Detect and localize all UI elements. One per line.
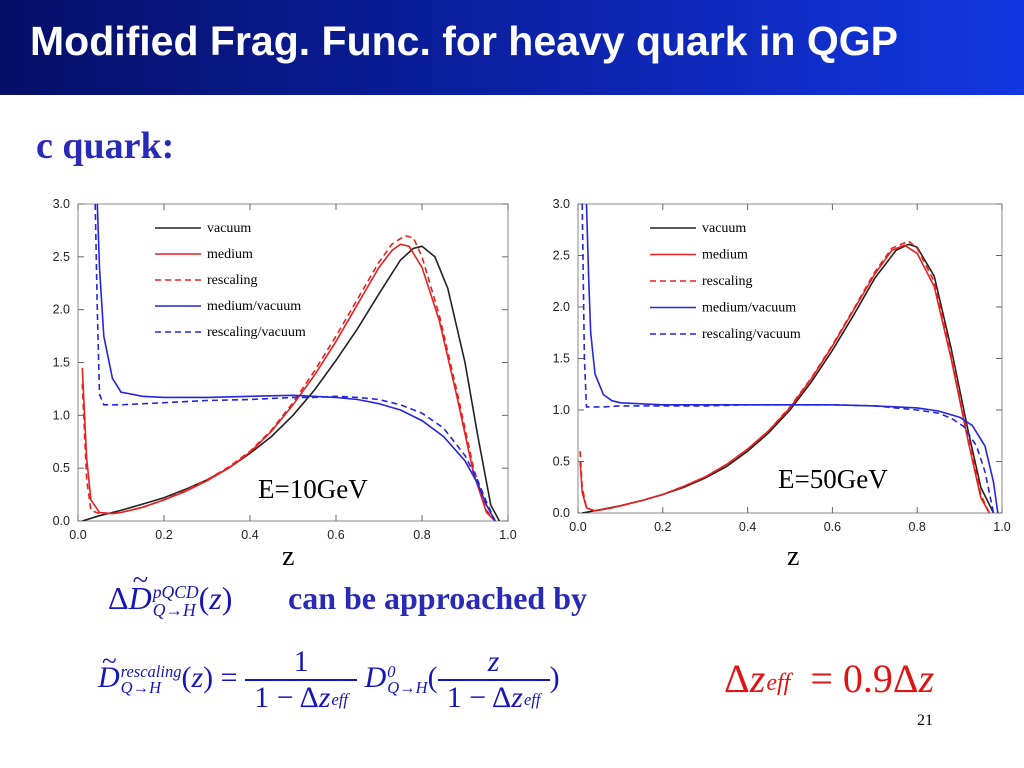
series-rescaling-vacuum [581,204,995,513]
energy-annotation: E=50GeV [778,464,888,494]
equation-delta-z-eff: Δz eff = 0.9Δz [724,656,935,701]
x-tick-label: 0.0 [69,528,86,542]
x-tick-label: 0.8 [909,520,926,534]
eq-eff-sub-1: eff [331,689,348,709]
y-tick-label: 2.0 [53,303,70,317]
x-tick-label: 0.0 [569,520,586,534]
x-tick-label: 1.0 [993,520,1010,534]
legend-label: rescaling [702,274,753,289]
x-tick-label: 0.4 [241,528,258,542]
eq-d0-sup: 0 [387,661,396,681]
y-tick-label: 2.5 [553,249,570,263]
approached-text: can be approached by [288,580,588,616]
series-rescaling-vacuum [94,204,496,521]
legend-label: medium [702,248,748,263]
chart-e50: 0.0 0.2 0.4 0.6 0.8 1.0 0.0 0.5 1.0 1.5 2.0 2.5 3.0 v… [553,197,1011,534]
legend-label: vacuum [207,221,251,236]
y-tick-label: 0.0 [553,506,570,520]
x-tick-label: 0.2 [155,528,172,542]
eq-eff-sub-3: eff [766,669,791,696]
eq-rescaling-sub: Q→H [120,678,162,697]
title-bar: Modified Frag. Func. for heavy quark in … [0,0,1024,95]
y-tick-label: 0.5 [553,455,570,469]
legend-label: medium/vacuum [702,301,796,316]
y-tick-label: 1.5 [53,356,70,370]
x-tick-label: 1.0 [499,528,516,542]
series-rescaling [579,240,991,513]
x-axis-label-left: z [282,541,295,572]
legend-label: rescaling/vacuum [702,327,801,342]
y-tick-label: 3.0 [553,197,570,211]
legend-label: rescaling/vacuum [207,325,306,340]
y-tick-label: 0.5 [53,461,70,475]
page-number: 21 [917,712,933,729]
series-medium-vacuum [96,204,496,521]
y-tick-label: 2.5 [53,250,70,264]
series-rescaling [81,234,496,521]
slide-title: Modified Frag. Func. for heavy quark in … [30,18,898,64]
y-tick-label: 1.0 [553,403,570,417]
legend-label: medium [207,247,253,262]
y-tick-label: 1.0 [53,408,70,422]
y-tick-label: 1.5 [553,352,570,366]
y-tick-label: 2.0 [553,300,570,314]
chart-e10: 0.0 0.2 0.4 0.6 0.8 1.0 0.0 0.5 1.0 1.5 2.0 2.5 3.0 v… [53,197,517,542]
energy-annotation: E=10GeV [258,474,368,504]
relation-value: 0.9 [842,656,893,701]
eq-eff-sub-2: eff [523,689,541,709]
x-tick-label: 0.6 [824,520,841,534]
legend-label: rescaling [207,273,258,288]
x-axis-label-right: z [787,541,800,572]
x-tick-label: 0.4 [739,520,756,534]
x-tick-label: 0.6 [327,528,344,542]
x-tick-label: 0.2 [654,520,671,534]
y-tick-label: 0.0 [53,514,70,528]
y-tick-label: 3.0 [53,197,70,211]
equation-delta-d: ΔDpQCDQ→H(z) [108,564,232,620]
eq-sup: pQCD [152,582,199,603]
subheading: c quark: [36,125,175,167]
eq-d0-sub: Q→H [387,678,428,697]
eq-rescaling-sup: rescaling [120,661,182,681]
series-vacuum [82,245,501,521]
eq-sub: Q→H [152,599,196,620]
legend-label: vacuum [702,221,746,236]
x-tick-label: 0.8 [413,528,430,542]
legend-label: medium/vacuum [207,299,301,314]
